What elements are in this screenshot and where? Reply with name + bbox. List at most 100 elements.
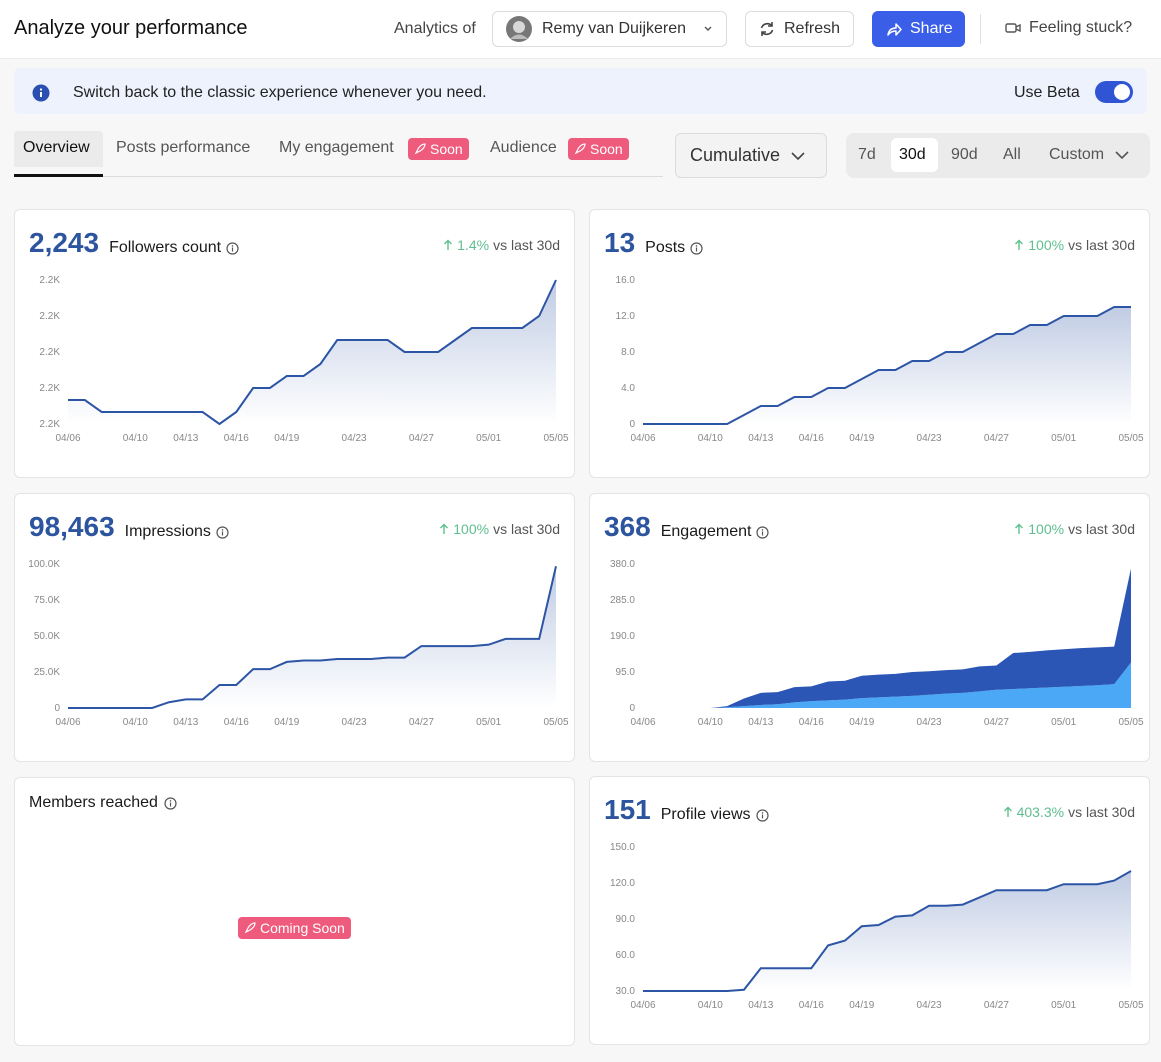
- info-icon: [164, 796, 177, 810]
- video-icon: [1005, 23, 1021, 33]
- x-tick-label: 05/05: [1118, 717, 1143, 728]
- page-title: Analyze your performance: [14, 17, 248, 39]
- refresh-button[interactable]: Refresh: [745, 11, 854, 47]
- x-tick-label: 04/27: [409, 433, 434, 444]
- y-tick-label: 8.0: [621, 347, 635, 358]
- share-button[interactable]: Share: [872, 11, 965, 47]
- y-tick-label: 0: [629, 419, 635, 430]
- divider: [980, 14, 981, 44]
- chart-card: 368 Engagement 100% vs last 30d 0 95.0 190.0 28…: [589, 493, 1150, 762]
- y-tick-label: 190.0: [610, 631, 635, 642]
- x-tick-label: 04/23: [342, 433, 367, 444]
- y-tick-label: 25.0K: [34, 667, 60, 678]
- stat-value: 13: [604, 227, 636, 258]
- range-option[interactable]: 30d: [899, 146, 926, 163]
- card-header: 368 Engagement: [604, 511, 770, 543]
- up-arrow: [444, 239, 453, 250]
- icon-part: [226, 241, 239, 255]
- card-header: Members reached: [29, 794, 177, 812]
- refresh-label: Refresh: [784, 20, 841, 37]
- y-tick-label: 2.2K: [39, 311, 60, 322]
- tab[interactable]: My engagement: [279, 139, 394, 156]
- title-wrap: Engagement: [661, 523, 770, 541]
- y-tick-label: 120.0: [610, 878, 635, 889]
- rocket-icon: [414, 143, 426, 155]
- stat-value: 151: [604, 794, 651, 825]
- share-label: Share: [910, 20, 953, 37]
- chart: 0 4.0 8.0 12.0 16.0 04/06 04/10 04/13 04/16 04/19…: [616, 275, 1144, 444]
- tab[interactable]: Audience: [490, 139, 557, 156]
- icon-part: [444, 239, 453, 250]
- stat-value: 98,463: [29, 511, 115, 542]
- card-title: Impressions: [124, 523, 211, 540]
- range-option[interactable]: Custom: [1049, 146, 1105, 163]
- share-icon: [887, 23, 902, 36]
- chart: 30.0 60.0 90.0 120.0 150.0 04/06 04/10 04/13 04/…: [610, 842, 1144, 1011]
- change: 100% vs last 30d: [439, 521, 560, 537]
- icon-part: [761, 814, 763, 818]
- change-value: 100%: [453, 521, 490, 537]
- stacked-area: [643, 662, 1131, 708]
- x-tick-label: 05/05: [1118, 1000, 1143, 1011]
- stacked-area: [643, 568, 1131, 708]
- icon-part: [440, 523, 449, 534]
- x-tick-label: 05/05: [543, 433, 568, 444]
- avatar: [506, 16, 532, 42]
- comparison: vs last 30d: [1068, 804, 1135, 820]
- x-tick-label: 04/06: [630, 1000, 655, 1011]
- change: 100% vs last 30d: [1014, 521, 1135, 537]
- badge-text: Soon: [430, 141, 463, 157]
- chart-card: 2,243 Followers count 1.4% vs last 30d 2.2K 2…: [14, 209, 575, 478]
- x-tick-label: 04/13: [748, 717, 773, 728]
- area-fill: [68, 280, 556, 424]
- x-tick-label: 04/27: [984, 1000, 1009, 1011]
- beta-banner: Switch back to the classic experience wh…: [14, 68, 1147, 114]
- chart: 0 95.0 190.0 285.0 380.0 04/06 04/10 04/13 04/16…: [610, 559, 1144, 728]
- y-tick-label: 2.2K: [39, 419, 60, 430]
- y-tick-label: 2.2K: [39, 383, 60, 394]
- y-tick-label: 12.0: [616, 311, 636, 322]
- help-link[interactable]: Feeling stuck?: [1005, 19, 1132, 37]
- icon-part: [1003, 806, 1012, 817]
- icon-part: [761, 811, 763, 814]
- mode-select[interactable]: Cumulative: [675, 133, 827, 178]
- tab[interactable]: Overview: [23, 139, 90, 156]
- card-header: 13 Posts: [604, 227, 703, 259]
- x-tick-label: 04/06: [630, 717, 655, 728]
- x-tick-label: 04/13: [173, 433, 198, 444]
- range-option[interactable]: 7d: [858, 146, 876, 163]
- range-selector: 7d 30d 90d All Custom: [846, 133, 1150, 178]
- chevron: [1115, 151, 1129, 160]
- account-select[interactable]: Remy van Duijkeren: [492, 11, 727, 47]
- card-header: 151 Profile views: [604, 794, 769, 826]
- x-tick-label: 05/05: [1118, 433, 1143, 444]
- beta-toggle[interactable]: [1095, 81, 1133, 103]
- area-fill: [68, 566, 556, 708]
- x-tick-label: 04/13: [173, 717, 198, 728]
- title-wrap: Followers count: [109, 239, 239, 257]
- rocket-icon: [244, 922, 256, 934]
- x-tick-label: 04/19: [849, 433, 874, 444]
- tab[interactable]: Posts performance: [116, 139, 251, 156]
- card-header: 98,463 Impressions: [29, 511, 229, 543]
- y-tick-label: 60.0: [616, 950, 636, 961]
- help-label: Feeling stuck?: [1029, 19, 1133, 36]
- y-tick-label: 150.0: [610, 842, 635, 853]
- range-option[interactable]: 90d: [951, 146, 978, 163]
- change: 403.3% vs last 30d: [1003, 804, 1135, 820]
- x-tick-label: 04/10: [698, 433, 723, 444]
- icon-part: [690, 241, 703, 255]
- range-active-bg: [891, 138, 938, 172]
- comparison: vs last 30d: [1068, 237, 1135, 253]
- active-tab-bg: [14, 131, 103, 167]
- y-tick-label: 30.0: [616, 986, 636, 997]
- range-option[interactable]: All: [1003, 146, 1021, 163]
- up-arrow: [1015, 523, 1024, 534]
- x-tick-label: 05/01: [1051, 1000, 1076, 1011]
- icon-part: [231, 244, 234, 247]
- account-name: Remy van Duijkeren: [542, 20, 687, 37]
- x-tick-label: 04/19: [849, 1000, 874, 1011]
- chart: 0 25.0K 50.0K 75.0K 100.0K 04/06 04/10 04/13 04/…: [28, 559, 569, 728]
- icon-part: [695, 244, 698, 247]
